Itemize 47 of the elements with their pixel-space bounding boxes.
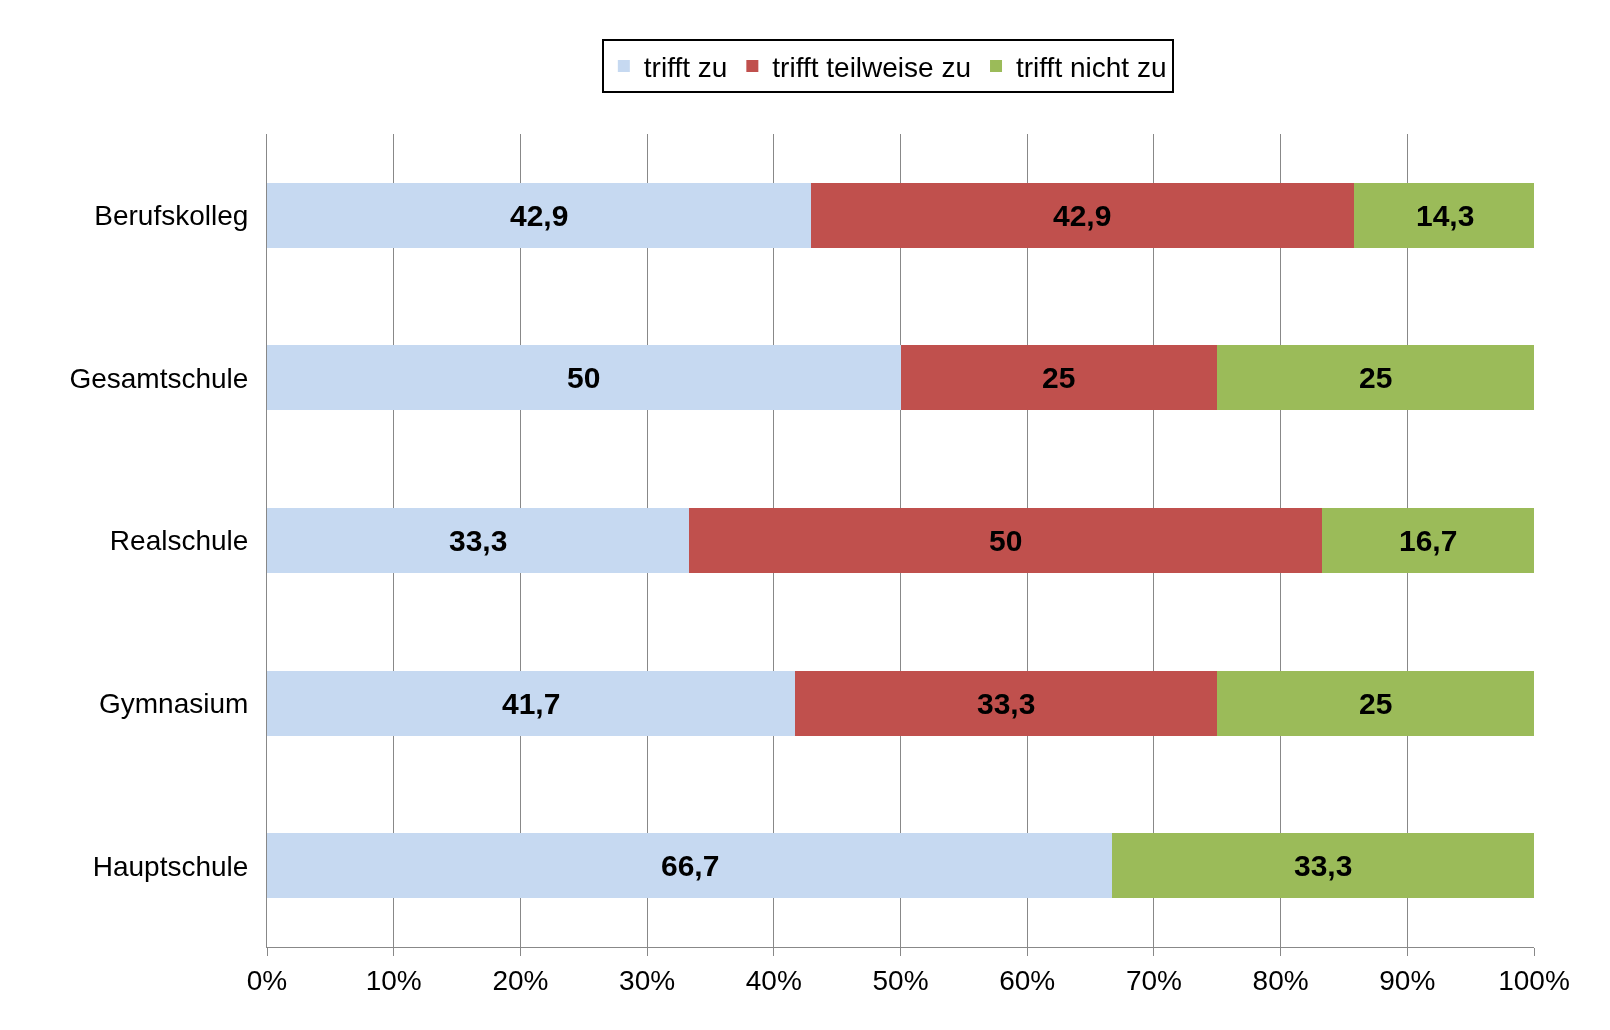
legend-label: trifft zu xyxy=(643,51,728,83)
bar xyxy=(1354,182,1534,248)
data-label: 16,7 xyxy=(1399,524,1458,557)
data-label: 25 xyxy=(1359,687,1393,720)
y-tick-label: Gymnasium xyxy=(99,687,249,719)
data-label: 14,3 xyxy=(1416,199,1475,232)
x-tick-label: 50% xyxy=(872,964,929,996)
bar xyxy=(267,507,689,574)
bar xyxy=(267,670,796,736)
y-tick-label: Hauptschule xyxy=(92,850,249,882)
data-label: 42,9 xyxy=(510,199,569,232)
legend-label: trifft nicht zu xyxy=(1016,51,1167,83)
data-label: 50 xyxy=(567,361,601,394)
bar xyxy=(810,182,1355,248)
x-tick-label: 20% xyxy=(492,964,549,996)
data-label: 33,3 xyxy=(1294,849,1353,882)
x-tick-label: 60% xyxy=(999,964,1056,996)
x-tick-label: 80% xyxy=(1252,964,1309,996)
bar xyxy=(900,345,1218,411)
y-tick-label: Gesamtschule xyxy=(69,362,249,394)
bar xyxy=(1217,345,1534,411)
data-label: 66,7 xyxy=(661,849,720,882)
bar xyxy=(267,182,811,248)
data-label: 33,3 xyxy=(977,687,1036,720)
x-tick-label: 70% xyxy=(1125,964,1182,996)
bar xyxy=(795,670,1218,736)
data-label: 25 xyxy=(1042,361,1076,394)
x-tick-label: 90% xyxy=(1379,964,1436,996)
x-tick-label: 30% xyxy=(619,964,676,996)
legend-label: trifft teilweise zu xyxy=(772,51,972,83)
x-tick-label: 100% xyxy=(1498,964,1570,996)
data-label: 25 xyxy=(1359,361,1393,394)
bar xyxy=(1322,507,1534,574)
data-label: 33,3 xyxy=(449,524,508,557)
x-tick-label: 0% xyxy=(246,964,288,996)
x-tick-label: 40% xyxy=(745,964,802,996)
bar xyxy=(1112,833,1534,899)
bar xyxy=(267,833,1113,899)
y-tick-label: Realschule xyxy=(109,525,249,557)
y-tick-label: Berufskolleg xyxy=(94,200,249,232)
bar xyxy=(688,507,1323,574)
x-tick-label: 10% xyxy=(365,964,422,996)
bar xyxy=(267,345,901,411)
data-label: 42,9 xyxy=(1053,199,1112,232)
data-label: 41,7 xyxy=(502,687,561,720)
data-label: 50 xyxy=(989,524,1023,557)
bar xyxy=(1217,670,1534,736)
